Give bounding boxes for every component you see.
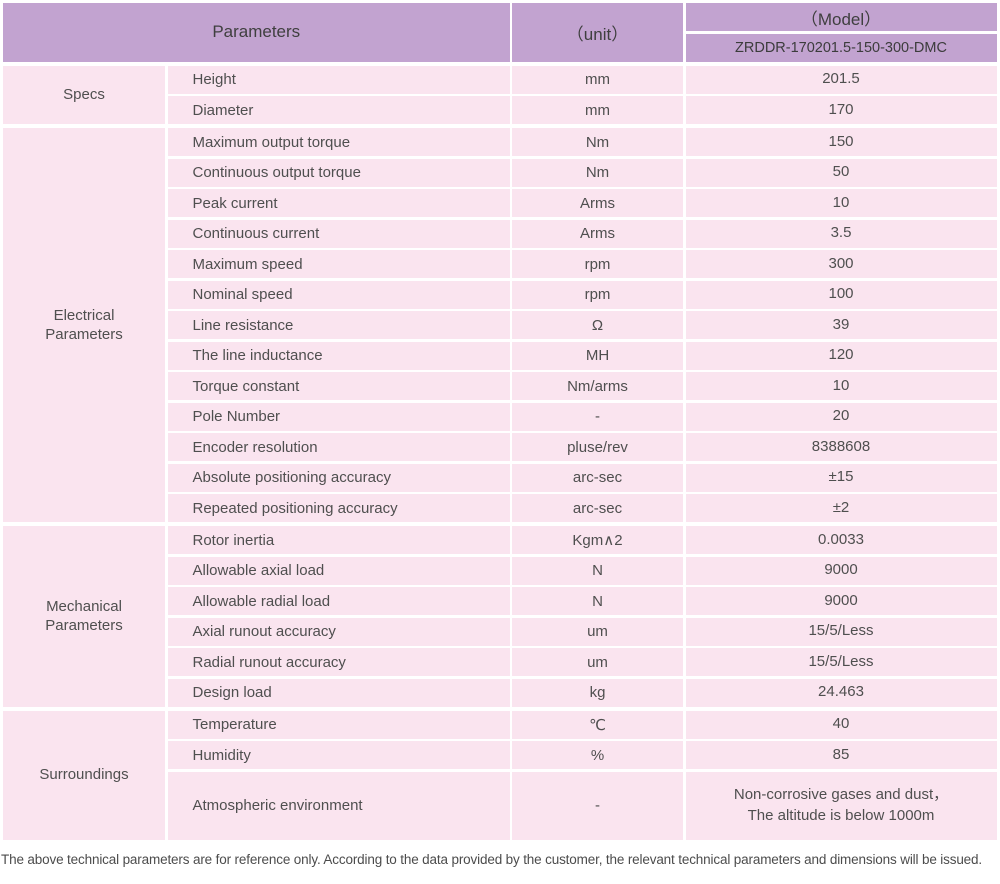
param-name: Humidity: [167, 741, 510, 769]
param-name: Allowable axial load: [167, 556, 510, 585]
section-group-label: Surroundings: [3, 710, 165, 840]
param-unit: %: [512, 741, 683, 769]
param-name: Torque constant: [167, 372, 510, 400]
param-unit: Nm: [512, 128, 683, 156]
param-name: Axial runout accuracy: [167, 617, 510, 646]
param-name: Peak current: [167, 189, 510, 217]
param-name: Continuous current: [167, 219, 510, 248]
header-unit: （unit）: [512, 3, 683, 62]
param-unit: arc-sec: [512, 494, 683, 522]
param-unit: -: [512, 402, 683, 431]
param-unit: arc-sec: [512, 463, 683, 492]
param-unit: ℃: [512, 710, 683, 739]
param-name: The line inductance: [167, 341, 510, 370]
param-name: Rotor inertia: [167, 526, 510, 554]
param-value: ±2: [685, 494, 997, 522]
param-name: Radial runout accuracy: [167, 648, 510, 676]
param-value: 3.5: [685, 219, 997, 248]
param-value: 40: [685, 710, 997, 739]
param-name: Absolute positioning accuracy: [167, 463, 510, 492]
param-unit: Ω: [512, 311, 683, 339]
param-name: Design load: [167, 678, 510, 707]
param-unit: rpm: [512, 250, 683, 278]
param-value: 201.5: [685, 65, 997, 94]
footer-note: The above technical parameters are for r…: [1, 851, 983, 867]
param-unit: N: [512, 556, 683, 585]
param-unit: Kgm∧2: [512, 526, 683, 554]
param-unit: mm: [512, 96, 683, 124]
param-name: Repeated positioning accuracy: [167, 494, 510, 522]
param-value: 300: [685, 250, 997, 278]
param-unit: um: [512, 648, 683, 676]
param-value: 0.0033: [685, 526, 997, 554]
param-unit: Nm/arms: [512, 372, 683, 400]
param-value: 170: [685, 96, 997, 124]
param-unit: MH: [512, 341, 683, 370]
param-name: Diameter: [167, 96, 510, 124]
param-name: Line resistance: [167, 311, 510, 339]
param-value: 15/5/Less: [685, 617, 997, 646]
table-header: Parameters （unit） （Model） ZRDDR-170201.5…: [3, 3, 997, 62]
param-unit: rpm: [512, 280, 683, 309]
section-electrical-parameters: Electrical Parameters Maximum output torq…: [3, 128, 997, 522]
param-unit: Arms: [512, 219, 683, 248]
param-value: 9000: [685, 587, 997, 615]
param-unit: Nm: [512, 158, 683, 187]
param-value: 39: [685, 311, 997, 339]
section-mechanical-parameters: Mechanical Parameters Rotor inertia Kgm∧2 0…: [3, 526, 997, 707]
spec-table: Parameters （unit） （Model） ZRDDR-170201.5…: [3, 3, 997, 840]
param-value: 15/5/Less: [685, 648, 997, 676]
param-value: 120: [685, 341, 997, 370]
header-model: （Model）: [685, 3, 997, 31]
param-name: Height: [167, 65, 510, 94]
section-group-label: Specs: [3, 65, 165, 124]
param-unit: mm: [512, 65, 683, 94]
param-value: 9000: [685, 556, 997, 585]
param-value: 24.463: [685, 678, 997, 707]
param-unit: pluse/rev: [512, 433, 683, 461]
section-group-label: Mechanical Parameters: [3, 526, 165, 707]
param-value: 100: [685, 280, 997, 309]
param-name: Nominal speed: [167, 280, 510, 309]
section-specs: Specs Height mm 201.5 Diameter mm 170: [3, 65, 997, 124]
param-value: 8388608: [685, 433, 997, 461]
param-name: Encoder resolution: [167, 433, 510, 461]
param-value: 20: [685, 402, 997, 431]
section-group-label: Electrical Parameters: [3, 128, 165, 522]
param-value: 50: [685, 158, 997, 187]
header-parameters: Parameters: [3, 3, 510, 62]
param-value: 10: [685, 189, 997, 217]
param-unit: um: [512, 617, 683, 646]
param-unit: kg: [512, 678, 683, 707]
param-name: Continuous output torque: [167, 158, 510, 187]
param-value: 10: [685, 372, 997, 400]
table-body: Specs Height mm 201.5 Diameter mm 170 Electrica…: [3, 65, 997, 840]
header-model-value: ZRDDR-170201.5-150-300-DMC: [685, 33, 997, 62]
param-name: Temperature: [167, 710, 510, 739]
param-unit: -: [512, 771, 683, 840]
param-unit: N: [512, 587, 683, 615]
param-name: Maximum output torque: [167, 128, 510, 156]
param-name: Atmospheric environment: [167, 771, 510, 840]
param-value: 150: [685, 128, 997, 156]
param-value: Non-corrosive gases and dust， The altitu…: [685, 771, 997, 840]
param-value: ±15: [685, 463, 997, 492]
param-value: 85: [685, 741, 997, 769]
param-name: Pole Number: [167, 402, 510, 431]
param-name: Allowable radial load: [167, 587, 510, 615]
param-unit: Arms: [512, 189, 683, 217]
param-name: Maximum speed: [167, 250, 510, 278]
section-surroundings: Surroundings Temperature ℃ 40 Humidity% 85 Atm…: [3, 710, 997, 840]
